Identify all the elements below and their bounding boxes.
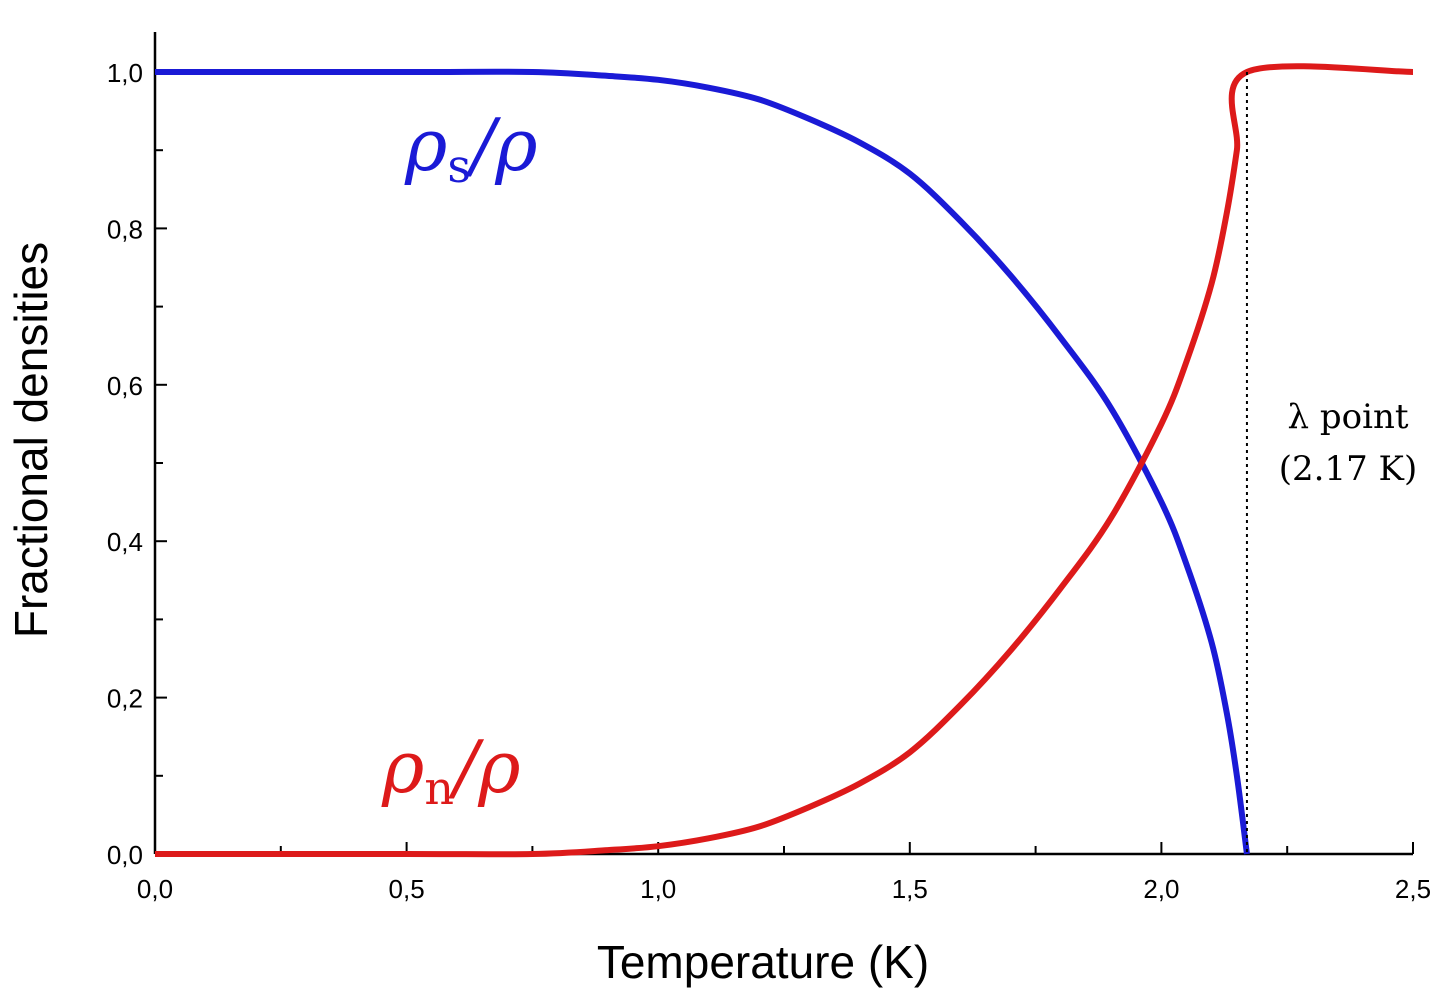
y-tick-label: 0,6 bbox=[107, 371, 143, 401]
x-tick-label: 0,5 bbox=[389, 874, 425, 904]
series-label-superfluid: ρs/ρ bbox=[404, 103, 538, 193]
x-tick-label: 1,0 bbox=[640, 874, 676, 904]
y-tick-label: 1,0 bbox=[107, 58, 143, 88]
lambda-point-label: λ point bbox=[1287, 397, 1408, 437]
series-line-normal bbox=[155, 63, 1414, 858]
y-tick-label: 0,4 bbox=[107, 527, 143, 557]
y-axis-title: Fractional densities bbox=[5, 242, 57, 638]
series-label-normal: ρn/ρ bbox=[381, 725, 521, 815]
y-tick-label: 0,0 bbox=[107, 840, 143, 870]
series-line-superfluid bbox=[155, 68, 1250, 855]
series-lines bbox=[155, 63, 1414, 858]
y-tick-label: 0,2 bbox=[107, 684, 143, 714]
axes bbox=[153, 32, 1413, 856]
y-tick-label: 0,8 bbox=[107, 214, 143, 244]
lambda-point-temperature: (2.17 K) bbox=[1279, 449, 1417, 489]
x-tick-label: 2,5 bbox=[1395, 874, 1431, 904]
x-axis-title: Temperature (K) bbox=[597, 936, 929, 988]
x-tick-label: 1,5 bbox=[892, 874, 928, 904]
x-tick-label: 2,0 bbox=[1143, 874, 1179, 904]
x-tick-label: 0,0 bbox=[137, 874, 173, 904]
ticks: 0,0 0,5 1,0 1,5 2,0 2,5 0,0 0,2 0,4 0,6 0,8 1,0 bbox=[107, 58, 1431, 904]
